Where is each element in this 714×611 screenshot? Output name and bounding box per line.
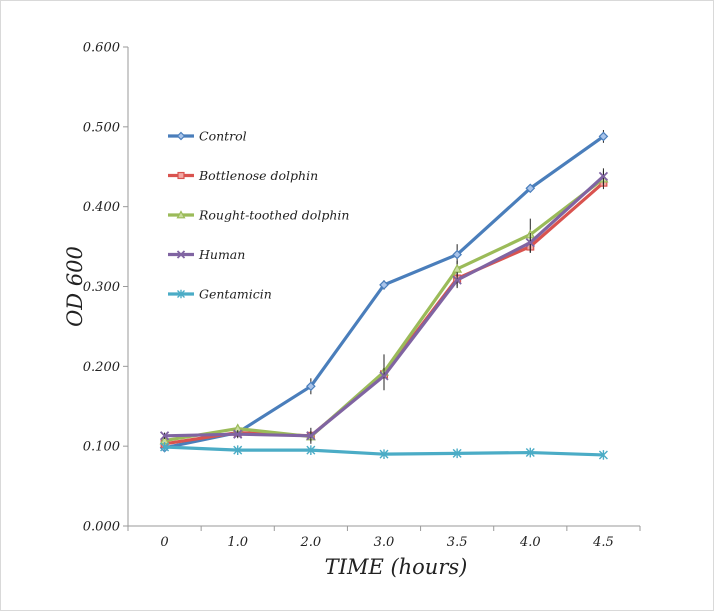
- legend-item: Human: [168, 247, 245, 262]
- y-tick-label: 0.500: [83, 120, 120, 135]
- x-tick-label: 4.0: [519, 535, 541, 550]
- legend-marker: [176, 210, 186, 219]
- data-point: [379, 449, 389, 459]
- data-point: [160, 442, 170, 452]
- data-point: [525, 183, 536, 194]
- x-tick-label: 4.5: [592, 535, 614, 550]
- x-tick-label: 1.0: [227, 535, 248, 550]
- legend-item: Bottlenose dolphin: [168, 168, 318, 183]
- y-axis-title: OD 600: [63, 246, 87, 327]
- data-point: [379, 280, 389, 290]
- y-tick-label: 0.300: [83, 280, 120, 295]
- legend-item: Rought-toothed dolphin: [168, 208, 349, 223]
- legend-item: Control: [168, 129, 247, 144]
- data-point: [452, 275, 462, 285]
- x-tick-label: 0: [160, 535, 168, 550]
- data-point: [379, 371, 389, 381]
- data-point: [598, 131, 609, 142]
- x-ticks: 0 1.0 2.0 3.0 3.5 4.0 4.5: [127, 526, 641, 550]
- x-tick-label: 2.0: [300, 535, 322, 550]
- y-tick-label: 0.000: [83, 520, 120, 535]
- data-point: [452, 249, 462, 260]
- legend-label: Bottlenose dolphin: [198, 168, 318, 183]
- y-tick-label: 0.400: [83, 200, 120, 215]
- data-point: [306, 381, 316, 392]
- legend-label: Human: [198, 247, 245, 262]
- data-point: [159, 431, 170, 441]
- data-point: [306, 431, 316, 441]
- legend-marker: [177, 171, 185, 180]
- series-human: [159, 168, 609, 441]
- data-point: [525, 447, 535, 458]
- legend-item: Gentamicin: [168, 287, 272, 302]
- data-point: [306, 445, 316, 455]
- data-point: [452, 448, 462, 459]
- y-ticks: 0.000 0.100 0.200 0.300 0.400 0.500 0.600: [83, 41, 128, 535]
- data-point: [598, 171, 609, 181]
- legend-marker: [177, 289, 185, 299]
- data-point: [233, 445, 243, 455]
- data-point: [598, 450, 608, 460]
- legend-label: Gentamicin: [199, 287, 272, 302]
- data-point: [233, 429, 243, 439]
- legend: Control Bottlenose dolphin Rought-toothed …: [168, 129, 349, 302]
- series-layer: [159, 130, 609, 460]
- y-tick-label: 0.100: [83, 440, 120, 455]
- x-tick-label: 3.0: [374, 535, 395, 550]
- data-point: [525, 237, 535, 248]
- series-gentamicin: [160, 442, 608, 460]
- legend-label: Control: [199, 129, 247, 144]
- legend-marker: [176, 131, 186, 141]
- y-tick-label: 0.200: [83, 360, 120, 375]
- x-tick-label: 3.5: [447, 535, 468, 550]
- legend-marker: [176, 250, 186, 259]
- legend-label: Rought-toothed dolphin: [198, 208, 349, 223]
- y-tick-label: 0.600: [83, 41, 120, 56]
- x-axis-title: TIME (hours): [325, 555, 468, 579]
